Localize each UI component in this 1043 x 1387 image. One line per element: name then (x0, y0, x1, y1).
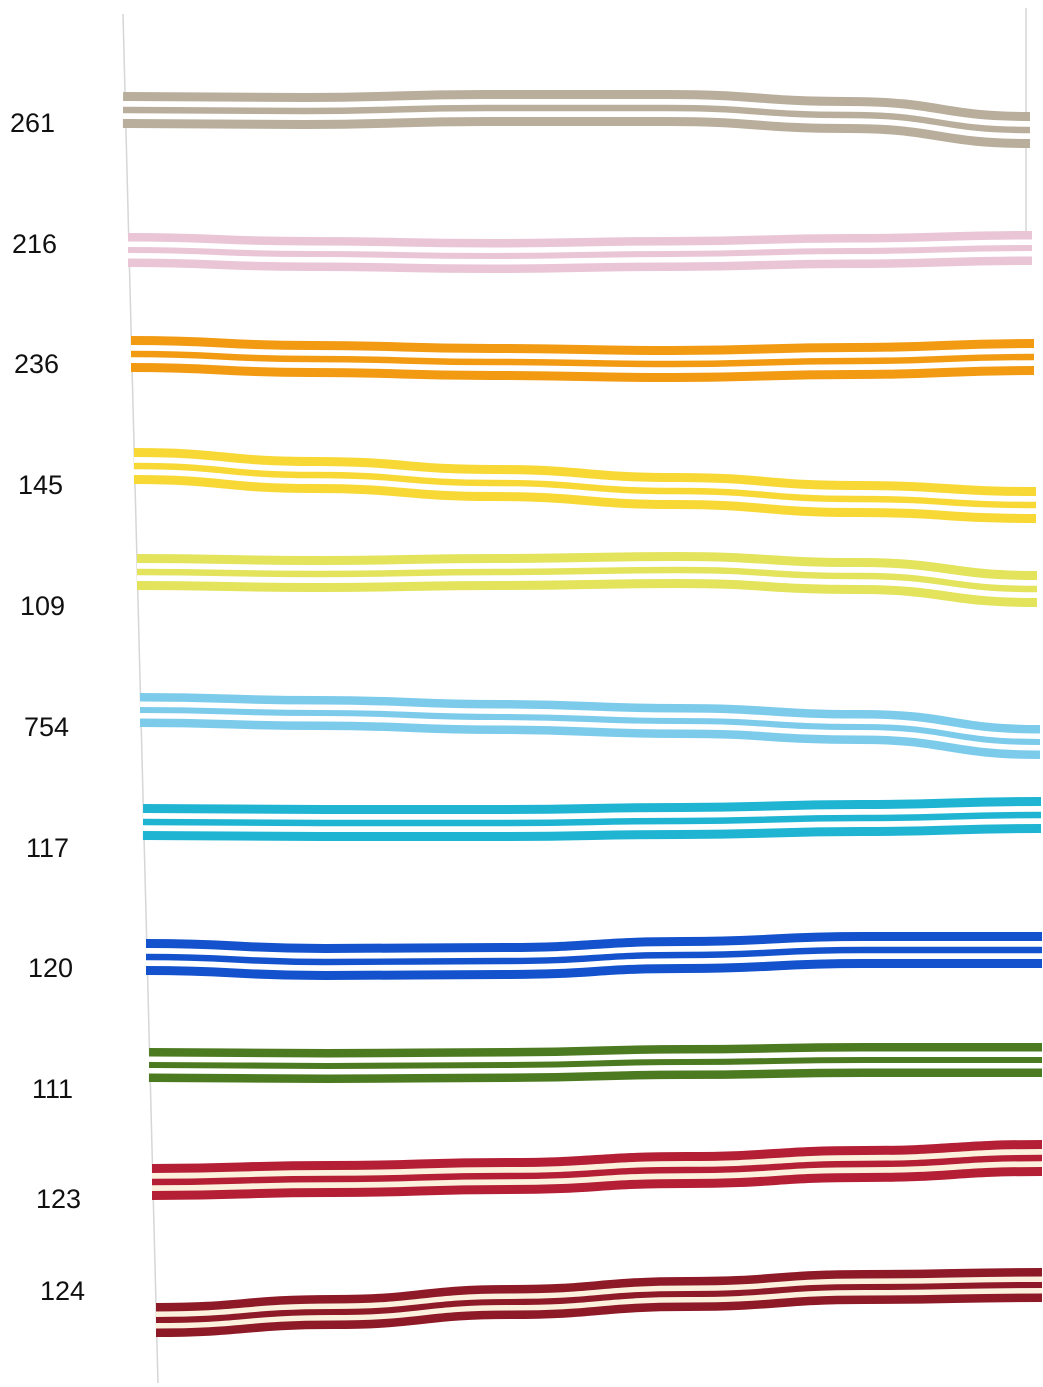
swatch-code-label: 145 (18, 470, 64, 500)
ribbon-stripe-1 (127, 239, 1033, 253)
ribbon-swatch-123 (151, 1140, 1043, 1200)
ribbon-swatch-145 (133, 448, 1037, 523)
swatch-code-label: 754 (24, 712, 70, 742)
ribbon-stripe-2 (145, 953, 1042, 972)
ribbon-body (139, 693, 1041, 759)
ribbon-stripe-1 (145, 940, 1042, 959)
ribbon-body (122, 89, 1031, 148)
swatch-code-label: 123 (36, 1184, 82, 1214)
swatch-code-label: 261 (10, 108, 56, 138)
ribbon-body (142, 797, 1042, 842)
swatch-code-label: 117 (26, 833, 70, 863)
ribbon-body (145, 931, 1042, 981)
ribbon-stripe-2 (139, 713, 1041, 751)
ribbon-stripe-2 (133, 469, 1037, 514)
ribbon-stripe-2 (142, 818, 1042, 833)
swatch-code-label: 111 (32, 1074, 74, 1104)
ribbon-stripe-2 (127, 251, 1033, 265)
ribbon-stripe-2 (136, 573, 1038, 598)
ribbon-swatch-124 (155, 1268, 1043, 1337)
ribbon-swatch-111 (148, 1042, 1042, 1084)
ribbon-stripe-2 (155, 1288, 1043, 1329)
ribbon-stripe-1 (148, 1051, 1042, 1063)
ribbon-swatch-261 (122, 89, 1031, 148)
swatch-code-label: 236 (14, 349, 60, 379)
ribbon-swatch-109 (136, 551, 1038, 607)
ribbon-stripe-1 (136, 560, 1038, 586)
ribbon-body (130, 336, 1035, 383)
ribbon-swatch-236 (130, 336, 1035, 383)
ribbon-stripe-1 (151, 1149, 1043, 1179)
swatch-code-label: 216 (12, 229, 58, 259)
ribbon-swatch-216 (127, 231, 1033, 274)
ribbon-body (155, 1268, 1043, 1337)
ribbon-stripe-1 (155, 1276, 1043, 1317)
ribbon-stripe-2 (148, 1063, 1042, 1075)
ribbon-body (151, 1140, 1043, 1200)
ribbon-swatch-117 (142, 797, 1042, 842)
swatch-code-label: 124 (40, 1276, 86, 1306)
ribbon-stripe-1 (139, 701, 1041, 739)
ribbon-swatch-754 (139, 693, 1041, 759)
ribbon-body (148, 1042, 1042, 1084)
ribbon-stripe-1 (142, 806, 1042, 820)
ribbon-stripe-1 (122, 98, 1031, 127)
ribbon-swatch-120 (145, 931, 1042, 981)
ribbon-stripe-2 (130, 357, 1035, 374)
ribbon-body (127, 231, 1033, 274)
swatch-code-label: 109 (20, 591, 66, 621)
swatch-code-label: 120 (28, 953, 74, 983)
ribbon-stripe-1 (133, 457, 1037, 502)
ribbon-stripe-2 (122, 111, 1031, 139)
ribbon-stripe-1 (130, 345, 1035, 361)
ribbon-body (133, 448, 1037, 523)
ribbon-stripe-2 (151, 1161, 1043, 1191)
ribbon-group (122, 89, 1043, 1337)
ribbon-body (136, 551, 1038, 607)
